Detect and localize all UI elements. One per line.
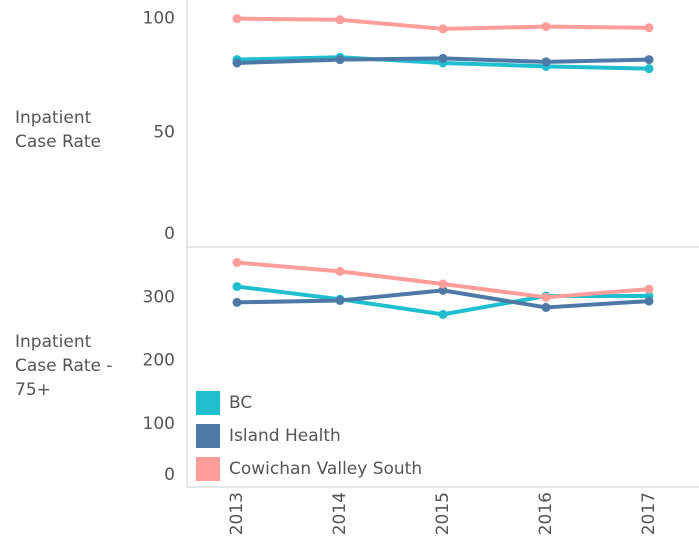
y-axis-title: Inpatient Case Rate - 75+ [15, 332, 113, 400]
data-point [232, 14, 242, 24]
data-point [644, 55, 654, 65]
legend-label: Island Health [229, 426, 341, 446]
y-tick-label: 0 [164, 224, 175, 244]
x-tick-label: 2015 [433, 492, 453, 535]
data-point [644, 64, 654, 74]
data-point [335, 15, 345, 25]
data-point [644, 23, 654, 33]
data-point [335, 55, 345, 65]
data-point [232, 258, 242, 268]
data-point [541, 292, 551, 302]
data-point [335, 266, 345, 276]
data-point [232, 282, 242, 292]
data-point [644, 296, 654, 306]
x-tick-label: 2013 [227, 492, 247, 535]
legend-label: Cowichan Valley South [229, 459, 422, 479]
y-tick-label: 50 [153, 122, 175, 142]
data-point [541, 302, 551, 312]
legend-swatch [196, 424, 220, 448]
data-point [335, 295, 345, 305]
x-tick-label: 2016 [536, 492, 556, 535]
data-point [644, 284, 654, 294]
data-point [438, 53, 448, 63]
y-tick-label: 100 [143, 9, 175, 29]
y-tick-label: 0 [164, 465, 175, 485]
data-point [438, 279, 448, 289]
y-tick-label: 200 [143, 351, 175, 371]
legend-label: BC [229, 393, 252, 413]
x-tick-label: 2017 [639, 492, 659, 535]
data-point [541, 57, 551, 67]
data-point [438, 309, 448, 319]
data-point [438, 285, 448, 295]
y-tick-label: 300 [143, 287, 175, 307]
y-tick-label: 100 [143, 414, 175, 434]
legend-swatch [196, 391, 220, 415]
data-point [232, 297, 242, 307]
data-point [232, 58, 242, 68]
x-tick-label: 2014 [330, 492, 350, 535]
y-axis-title: Inpatient Case Rate [15, 108, 101, 152]
data-point [438, 24, 448, 34]
legend-swatch [196, 457, 220, 481]
data-point [541, 22, 551, 32]
